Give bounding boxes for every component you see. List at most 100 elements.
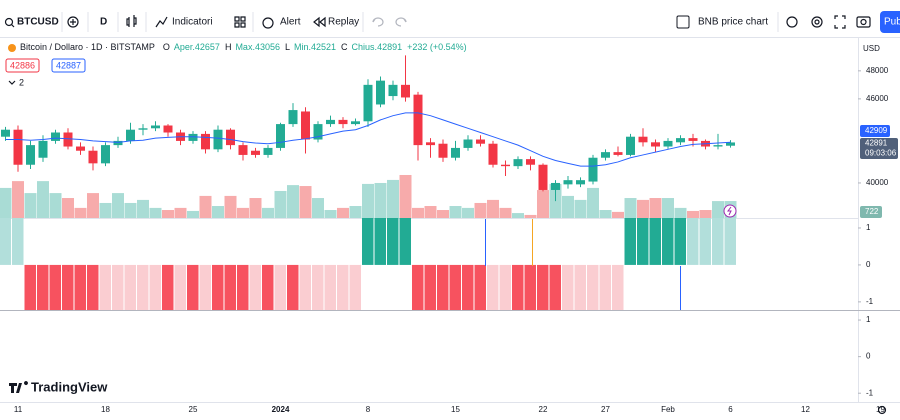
legend-key: H [225, 42, 232, 52]
oscillator-bar [674, 218, 686, 265]
oscillator-bar [487, 264, 499, 310]
volume-bar [649, 198, 662, 218]
volume-bar [599, 210, 612, 218]
bid-price: 42886 [10, 60, 35, 70]
oscillator-bar [187, 264, 199, 310]
search-icon[interactable] [4, 17, 14, 27]
oscillator-bar [324, 264, 336, 310]
candle-body [713, 145, 723, 147]
oscillator-bar [237, 264, 249, 310]
candle-body [88, 150, 98, 164]
oscillator-bar [649, 218, 661, 265]
oscillator-bar [287, 264, 299, 310]
volume-bar [312, 198, 324, 218]
candle-body [413, 94, 423, 146]
axis-settings[interactable] [877, 405, 887, 415]
quick-search[interactable] [786, 16, 798, 28]
candle-body [188, 133, 198, 141]
volume-bar [274, 190, 287, 218]
replay-button[interactable]: Replay [328, 17, 359, 28]
publish-button[interactable] [880, 11, 900, 33]
legend-label: Aper. [174, 42, 195, 52]
candle-body [201, 133, 210, 150]
y-tick-label: -1 [866, 297, 874, 306]
indicators-button[interactable]: Indicatori [172, 17, 213, 28]
volume-bar [699, 210, 712, 218]
oscillator-bar [49, 264, 61, 310]
interval[interactable]: D [100, 17, 107, 28]
oscillator-bar [62, 264, 74, 310]
volume-bar [49, 193, 62, 218]
legend-key: L [285, 42, 290, 52]
oscillator-bar [87, 264, 99, 310]
volume-bar [637, 199, 649, 218]
oscillator-bar [262, 264, 274, 310]
symbol[interactable]: BTCUSD [17, 17, 59, 28]
oscillator-bar [612, 264, 624, 310]
candle-body [376, 80, 385, 105]
candle-body [501, 164, 510, 167]
oscillator-bar [462, 264, 474, 310]
templates-icon[interactable] [234, 16, 246, 28]
volume-layer [0, 174, 737, 218]
collapse-chevron[interactable] [8, 80, 16, 85]
candle-body [276, 124, 285, 148]
layout-checkbox[interactable] [676, 15, 690, 29]
candle-body [338, 119, 348, 125]
candle-body [401, 84, 410, 98]
layout-name[interactable]: BNB price chart [698, 17, 768, 28]
volume-bar [224, 195, 237, 218]
volume-bar [624, 198, 637, 218]
countdown: 09:03:06 [865, 149, 897, 158]
candle-body [538, 164, 548, 190]
candle-body [26, 145, 35, 165]
candle-body [301, 111, 310, 140]
volume-bar [499, 207, 512, 218]
volume-bar [162, 210, 174, 218]
candle-body [463, 139, 473, 148]
volume-bar [449, 206, 462, 218]
candle-body [588, 157, 598, 182]
alert-icon [262, 17, 274, 29]
chart-type-icon[interactable] [126, 15, 137, 27]
legend-label: Max. [235, 42, 255, 52]
candle-body [651, 142, 660, 147]
oscillator-bar [449, 264, 461, 310]
oscillator-bar [349, 264, 361, 310]
legend: Bitcoin / Dollaro · 1D · BITSTAMP O Aper.4… [5, 42, 467, 87]
bid-badge[interactable] [5, 58, 40, 73]
volume-bar [249, 198, 262, 218]
candle-body [13, 129, 23, 165]
last-price: 42891 [865, 139, 888, 148]
legend-change: +232 (+0.54%) [407, 42, 467, 52]
volume-bar [662, 198, 674, 218]
moving-average [5, 112, 731, 167]
snapshot[interactable] [856, 16, 871, 28]
volume-bar [0, 187, 12, 218]
x-tick-label: 2024 [272, 405, 290, 414]
volume-bar [412, 207, 424, 218]
fullscreen[interactable] [834, 15, 846, 29]
add-symbol[interactable] [67, 16, 79, 28]
ask-badge[interactable] [51, 58, 86, 73]
undo[interactable] [372, 17, 384, 27]
volume-bar [574, 199, 587, 218]
x-tick-label: 22 [539, 405, 548, 414]
volume-bar [324, 210, 337, 218]
volume-bar [512, 213, 524, 218]
currency: USD [863, 44, 880, 53]
alert-button[interactable]: Alert [280, 17, 301, 28]
settings[interactable] [811, 16, 823, 28]
candle-body [1, 129, 10, 137]
candle-body [326, 119, 335, 125]
oscillator-bar [249, 264, 261, 310]
candle-body [438, 143, 448, 158]
y-tick-label: -1 [866, 388, 874, 397]
x-tick-label: 12 [801, 405, 810, 414]
candle-body [51, 132, 60, 141]
volume-bar [199, 195, 212, 218]
volume-badge [860, 206, 882, 218]
volume-bar [174, 207, 187, 218]
redo[interactable] [395, 17, 407, 27]
legend-title: Bitcoin / Dollaro · 1D · BITSTAMP [20, 42, 155, 52]
